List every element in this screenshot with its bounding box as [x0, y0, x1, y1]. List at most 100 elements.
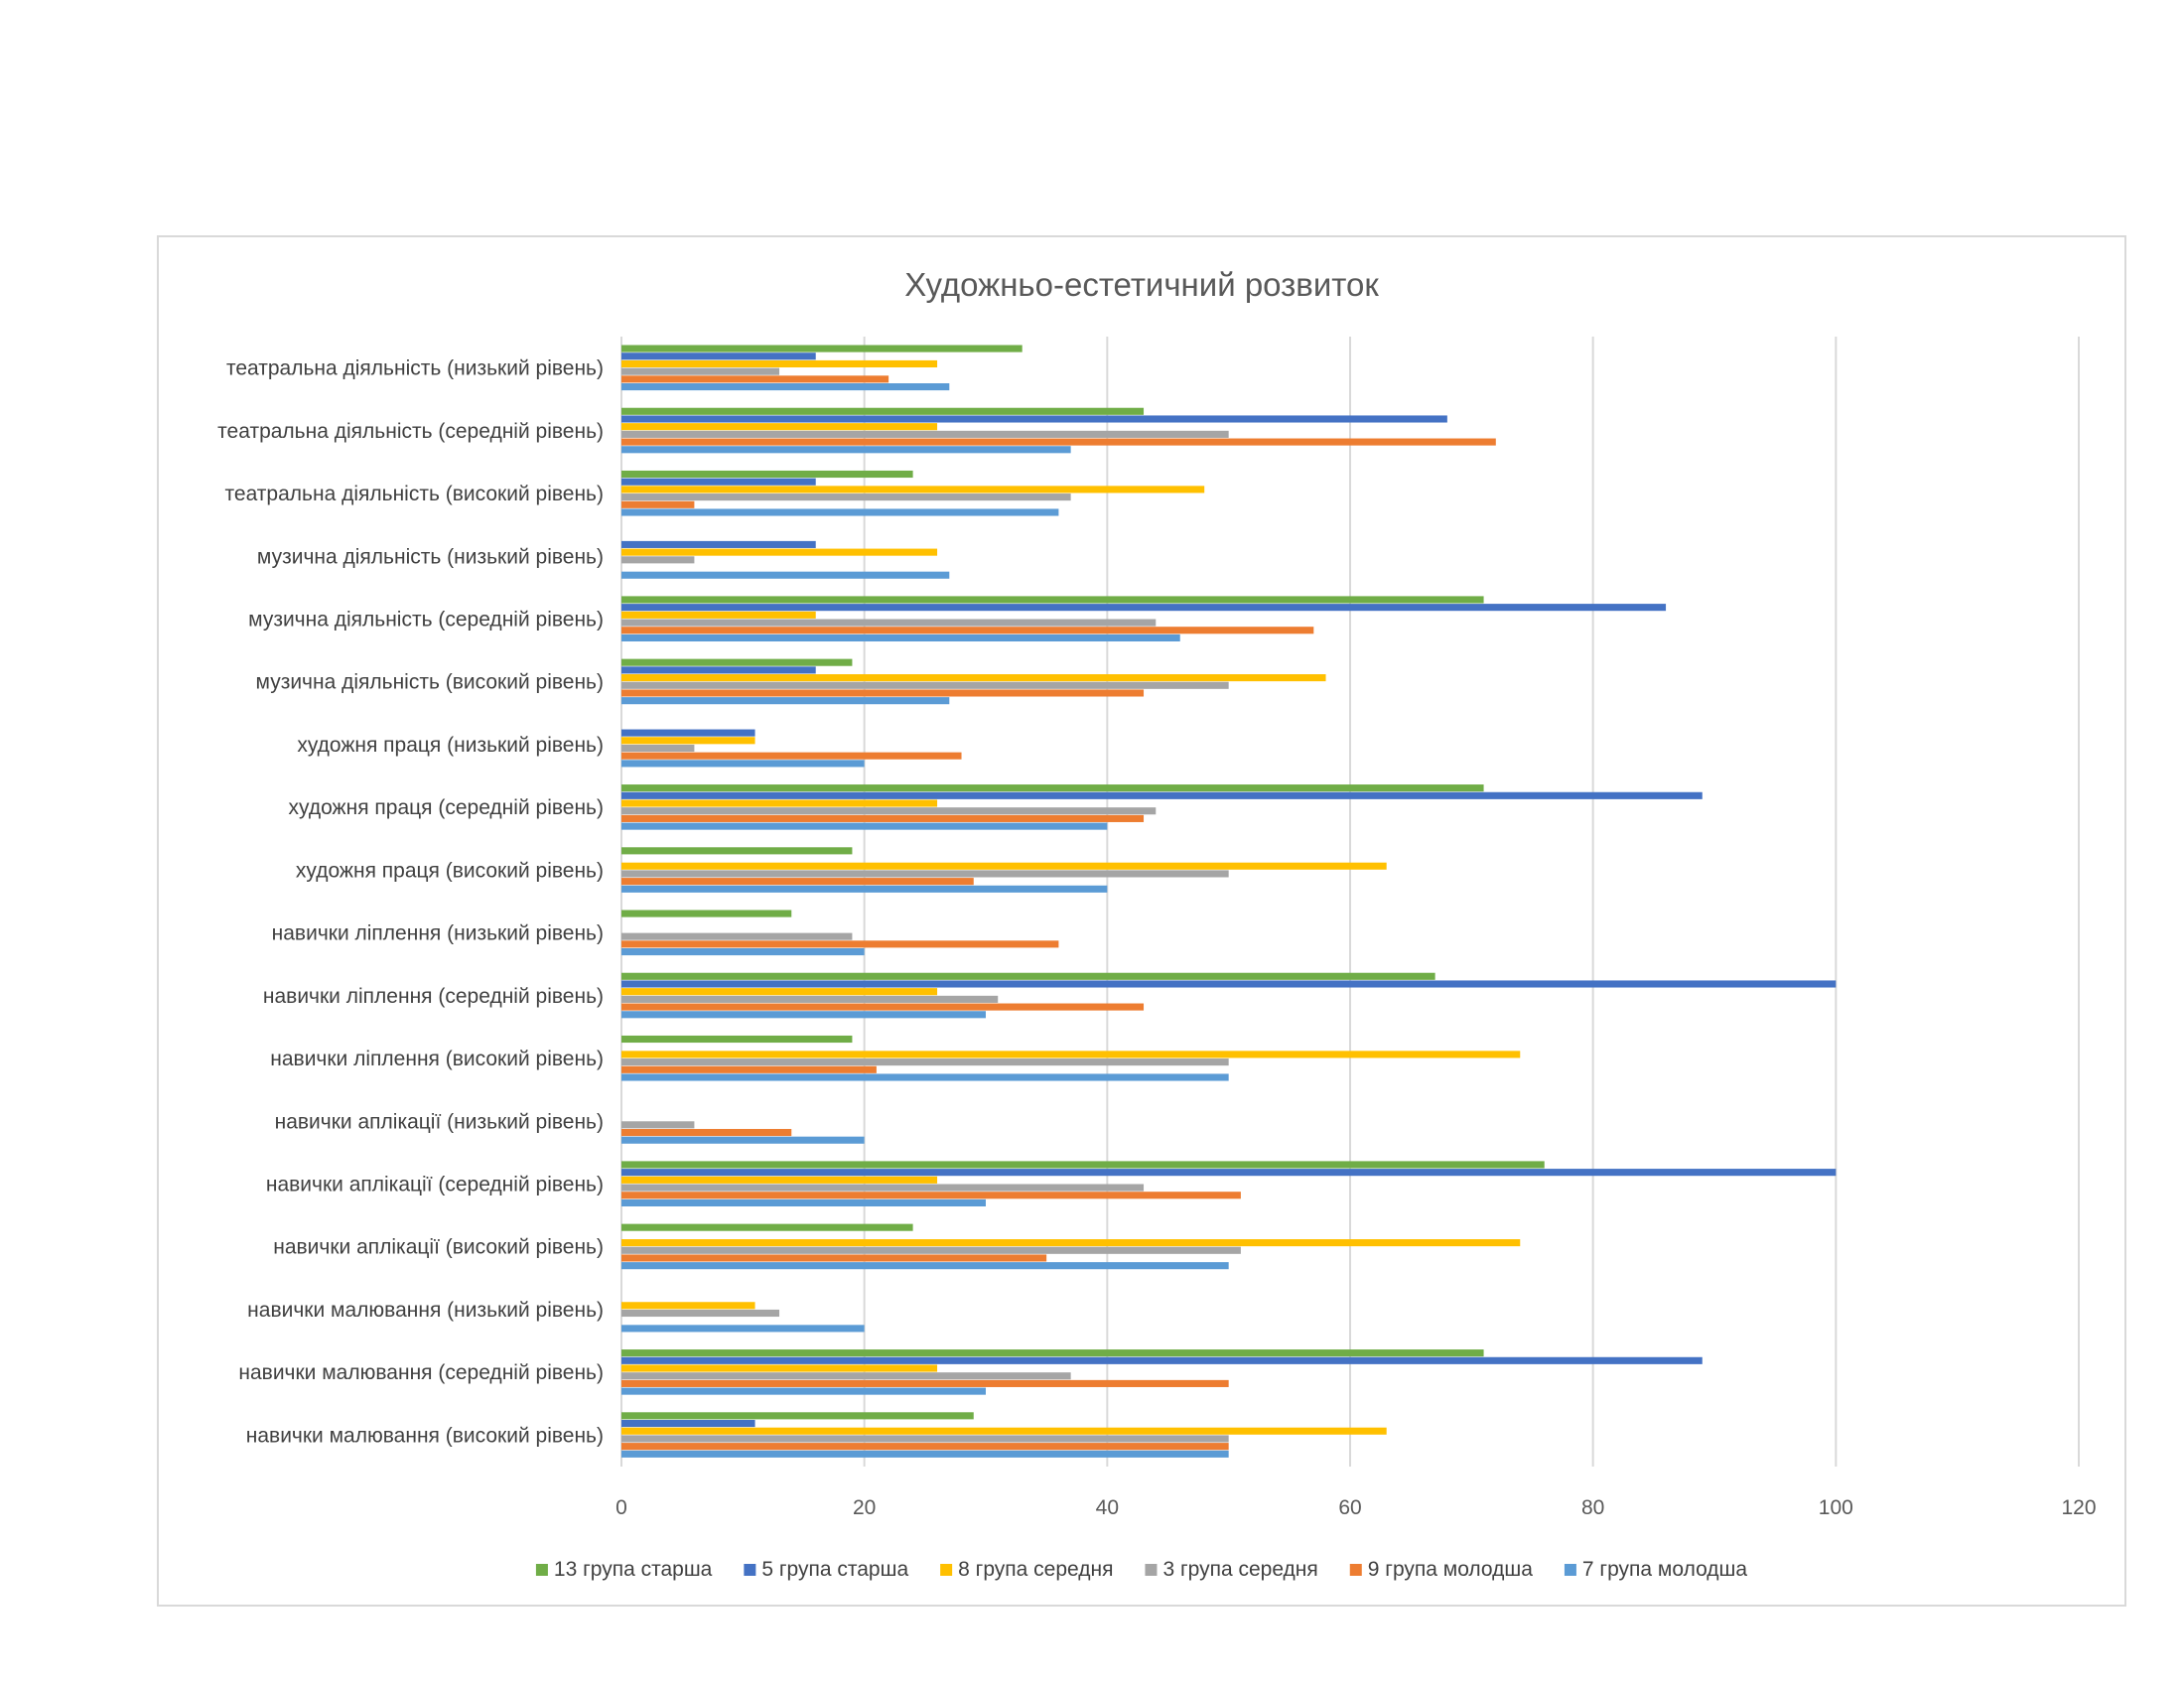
legend-swatch: [744, 1564, 756, 1576]
category-label: навички малювання (низький рівень): [247, 1299, 604, 1322]
bar: [621, 948, 865, 956]
chart-svg: Художньо-естетичний розвиток театральна …: [217, 266, 2096, 1581]
bar: [621, 478, 816, 486]
bar: [621, 1239, 1521, 1247]
legend-item[interactable]: 5 група старша: [744, 1558, 908, 1581]
bar: [621, 1003, 1145, 1011]
bar: [621, 1161, 1545, 1169]
category-labels: театральна діяльність (низький рівень) те…: [217, 357, 604, 1448]
bar: [621, 430, 1229, 438]
category-label: художня праця (низький рівень): [297, 734, 604, 757]
legend-label: 9 група молодша: [1368, 1558, 1533, 1581]
bar: [621, 784, 1484, 792]
bar: [621, 1356, 1703, 1364]
bar: [621, 697, 950, 705]
bar: [621, 383, 950, 391]
bar: [621, 493, 1071, 501]
bar: [621, 729, 755, 737]
bars: [621, 345, 1837, 1458]
legend-item[interactable]: 7 група молодша: [1564, 1558, 1747, 1581]
legend-swatch: [940, 1564, 953, 1576]
bar: [621, 760, 865, 768]
bar: [621, 571, 950, 579]
bar: [621, 1035, 853, 1044]
bar: [621, 596, 1484, 604]
bar: [621, 367, 780, 375]
legend-item[interactable]: 13 група старша: [535, 1558, 713, 1581]
bar: [621, 619, 1157, 627]
legend-swatch: [1564, 1564, 1576, 1576]
bar: [621, 359, 938, 368]
category-label: навички аплікації (середній рівень): [266, 1174, 604, 1196]
bar: [621, 500, 695, 508]
bar: [621, 1302, 755, 1310]
legend-label: 13 група старша: [554, 1558, 713, 1581]
bar: [621, 995, 999, 1003]
chart-frame: Художньо-естетичний розвиток театральна …: [157, 235, 2126, 1607]
bar: [621, 604, 1667, 612]
x-tick-label: 20: [853, 1496, 876, 1519]
category-label: театральна діяльність (середній рівень): [217, 420, 604, 443]
bar: [621, 1058, 1229, 1066]
bar: [621, 1254, 1047, 1262]
category-label: художня праця (високий рівень): [296, 859, 604, 882]
bar: [621, 737, 755, 745]
x-tick-label: 120: [2061, 1496, 2096, 1519]
bar: [621, 1136, 865, 1144]
legend-label: 5 група старша: [761, 1558, 908, 1581]
bar: [621, 556, 695, 564]
bar: [621, 1169, 1837, 1177]
bar: [621, 1198, 986, 1206]
bar: [621, 980, 1837, 988]
bar: [621, 423, 938, 431]
x-axis-tick-labels: 0 20 40 60 80 100 120: [615, 1496, 2096, 1519]
bar: [621, 1450, 1229, 1458]
bar: [621, 486, 1205, 493]
bar: [621, 658, 853, 666]
bar: [621, 744, 695, 753]
bar: [621, 1372, 1071, 1380]
bar: [621, 666, 816, 674]
category-label: навички ліплення (високий рівень): [270, 1048, 604, 1070]
bar: [621, 932, 853, 940]
bar: [621, 878, 974, 886]
gridlines: [620, 337, 2080, 1467]
bar: [621, 1435, 1229, 1443]
bar: [621, 627, 1314, 634]
category-label: навички ліплення (середній рівень): [263, 985, 604, 1008]
x-tick-label: 40: [1096, 1496, 1119, 1519]
bar: [621, 870, 1229, 878]
bar: [621, 910, 792, 917]
category-label: музична діяльність (середній рівень): [248, 609, 604, 632]
legend-swatch: [535, 1564, 548, 1576]
bar: [621, 791, 1703, 799]
legend-item[interactable]: 8 група середня: [940, 1558, 1113, 1581]
category-label: театральна діяльність (низький рівень): [226, 357, 604, 380]
bar: [621, 940, 1059, 948]
bar: [621, 847, 853, 855]
category-label: навички аплікації (низький рівень): [275, 1110, 604, 1133]
bar: [621, 470, 913, 479]
legend-swatch: [1145, 1564, 1158, 1576]
bar: [621, 1011, 986, 1019]
bar: [621, 352, 816, 360]
bar: [621, 1443, 1229, 1451]
bar: [621, 633, 1180, 641]
bar: [621, 807, 1157, 815]
bar: [621, 674, 1326, 682]
legend-item[interactable]: 3 група середня: [1145, 1558, 1318, 1581]
bar: [621, 689, 1145, 697]
bar: [621, 1246, 1241, 1254]
bar: [621, 1184, 1145, 1192]
bar: [621, 1262, 1229, 1270]
bar: [621, 438, 1496, 446]
legend-item[interactable]: 9 група молодша: [1349, 1558, 1533, 1581]
bar: [621, 1223, 913, 1231]
bar: [621, 1309, 780, 1318]
bar: [621, 1387, 986, 1395]
bar: [621, 972, 1435, 980]
category-label: навички ліплення (низький рівень): [272, 922, 604, 945]
legend-label: 8 група середня: [958, 1558, 1113, 1581]
category-label: навички аплікації (високий рівень): [273, 1236, 604, 1259]
bar: [621, 415, 1447, 423]
